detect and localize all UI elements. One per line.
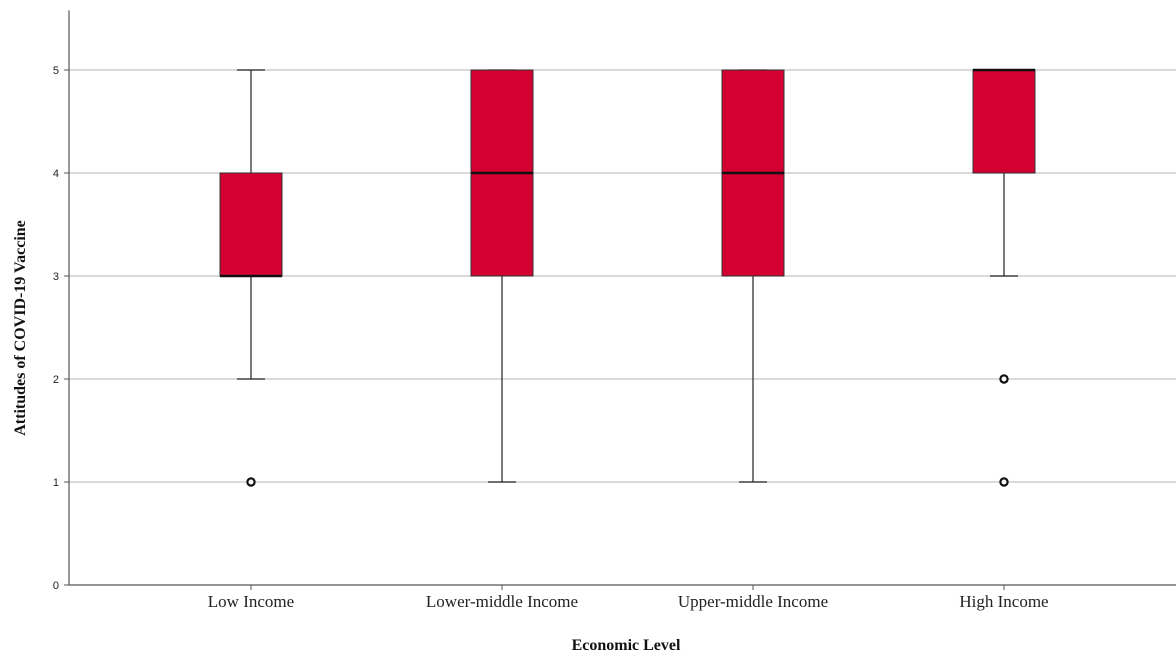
x-axis-title: Economic Level [572,637,681,652]
iqr-box [972,69,1036,174]
x-tick-label: Low Income [208,592,294,611]
outlier-point [999,374,1009,384]
axes [64,10,1176,590]
y-tick-label: 1 [53,477,59,489]
y-tick-label: 3 [53,271,59,283]
box-2 [470,69,534,483]
outlier-point [246,477,256,487]
y-axis-title: Attitudes of COVID-19 Vaccine [12,220,29,436]
y-tick-label: 4 [53,168,59,180]
box-4 [972,68,1036,487]
x-tick-label: Lower-middle Income [426,592,578,611]
x-tick-label: High Income [959,592,1048,611]
labels: Economic Level Attitudes of COVID-19 Vac… [12,65,1049,652]
boxes [219,68,1036,487]
y-tick-label: 0 [53,580,59,592]
iqr-box [219,172,283,277]
outlier-point [999,477,1009,487]
box-3 [721,69,785,483]
x-tick-label: Upper-middle Income [678,592,828,611]
box-1 [219,69,283,487]
y-tick-label: 2 [53,374,59,386]
y-tick-label: 5 [53,65,59,77]
